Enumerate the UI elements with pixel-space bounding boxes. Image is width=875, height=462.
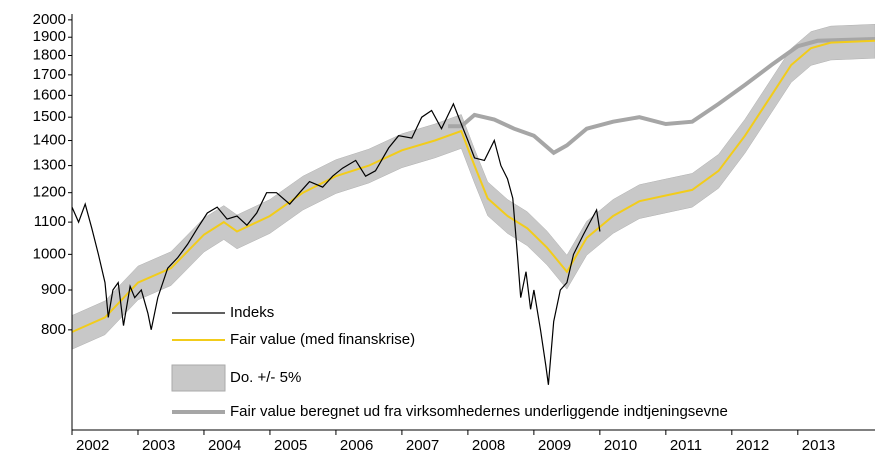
x-tick-label: 2008 xyxy=(472,437,505,454)
legend-label: Fair value beregnet ud fra virksomhedern… xyxy=(230,403,728,420)
y-tick-label: 1800 xyxy=(33,46,66,63)
x-tick-label: 2011 xyxy=(670,437,702,454)
series-line xyxy=(71,39,875,333)
x-tick-label: 2010 xyxy=(604,437,637,454)
legend-label: Indeks xyxy=(230,304,274,321)
y-tick-label: 1600 xyxy=(33,86,66,103)
legend-swatch xyxy=(171,364,226,392)
y-tick-label: 800 xyxy=(41,321,66,338)
x-tick-label: 2003 xyxy=(142,437,175,454)
x-tick-label: 2002 xyxy=(76,437,109,454)
series-line xyxy=(71,102,601,385)
x-tick-label: 2009 xyxy=(538,437,571,454)
series-line xyxy=(448,37,875,156)
y-tick-label: 900 xyxy=(41,281,66,298)
y-tick-label: 1900 xyxy=(33,28,66,45)
x-tick-label: 2006 xyxy=(340,437,373,454)
x-tick-label: 2012 xyxy=(736,437,769,454)
y-tick-label: 1300 xyxy=(33,157,66,174)
y-tick-label: 1400 xyxy=(33,131,66,148)
x-tick-label: 2004 xyxy=(208,437,241,454)
y-tick-label: 1100 xyxy=(34,213,66,230)
x-tick-label: 2013 xyxy=(802,437,835,454)
y-tick-label: 1200 xyxy=(33,184,66,201)
legend-label: Fair value (med finanskrise) xyxy=(230,331,415,348)
band-area xyxy=(71,24,875,350)
y-tick-label: 1500 xyxy=(33,108,66,125)
legend-label: Do. +/- 5% xyxy=(230,369,301,386)
x-tick-label: 2005 xyxy=(274,437,307,454)
y-tick-label: 1700 xyxy=(33,66,66,83)
x-tick-label: 2007 xyxy=(406,437,439,454)
y-tick-label: 2000 xyxy=(33,11,66,28)
y-tick-label: 1000 xyxy=(33,245,66,262)
